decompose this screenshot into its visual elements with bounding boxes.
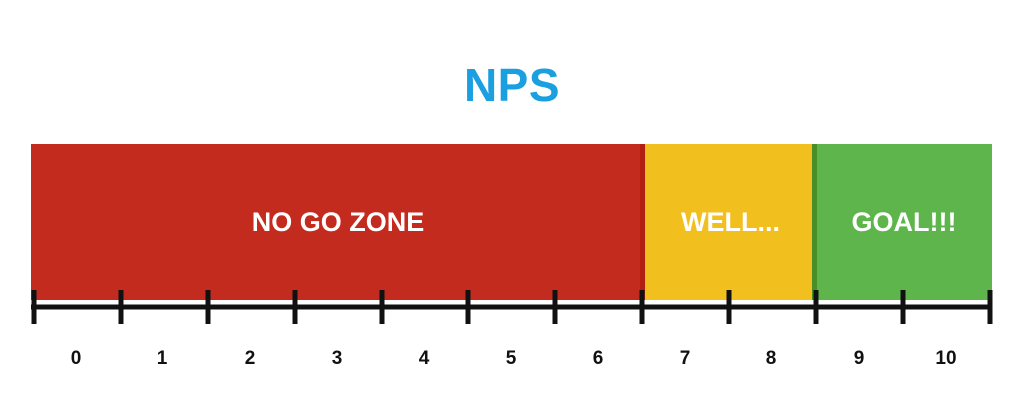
zone-well: WELL... <box>645 144 816 300</box>
page-title: NPS <box>463 59 561 111</box>
zone-divider-green <box>812 144 817 300</box>
scale-tick-label: 1 <box>157 348 168 369</box>
scale-tick-label: 9 <box>854 348 865 369</box>
zone-no-go-label: NO GO ZONE <box>251 206 425 237</box>
scale-tick-label: 3 <box>332 348 343 369</box>
zone-goal: GOAL!!! <box>816 144 992 300</box>
zone-goal-label: GOAL!!! <box>851 206 957 237</box>
scale-tick-label: 4 <box>419 348 430 369</box>
zone-divider-red <box>640 144 645 300</box>
scale-tick-label: 10 <box>935 348 956 369</box>
scale-tick-label: 5 <box>506 348 517 369</box>
zone-well-label: WELL... <box>681 206 780 237</box>
scale-ticks <box>31 290 993 324</box>
scale-tick-label: 7 <box>680 348 691 369</box>
zone-no-go: NO GO ZONE <box>31 144 645 300</box>
scale-tick-label: 8 <box>766 348 777 369</box>
scale-tick-label: 0 <box>71 348 82 369</box>
scale-tick-labels: 0 1 2 3 4 5 6 7 8 9 10 <box>71 348 957 369</box>
scale-tick-label: 6 <box>593 348 604 369</box>
scale-tick-label: 2 <box>245 348 256 369</box>
